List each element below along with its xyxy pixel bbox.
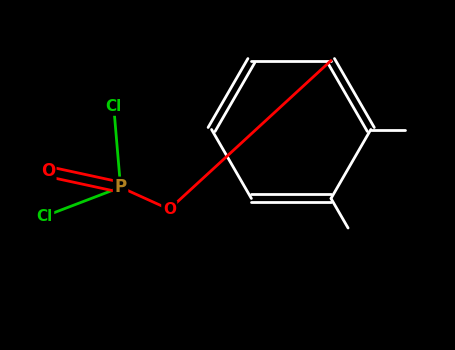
Text: O: O [40, 162, 55, 181]
Text: Cl: Cl [36, 209, 53, 224]
Text: O: O [163, 202, 176, 217]
Text: Cl: Cl [106, 99, 122, 114]
Text: P: P [115, 178, 126, 196]
